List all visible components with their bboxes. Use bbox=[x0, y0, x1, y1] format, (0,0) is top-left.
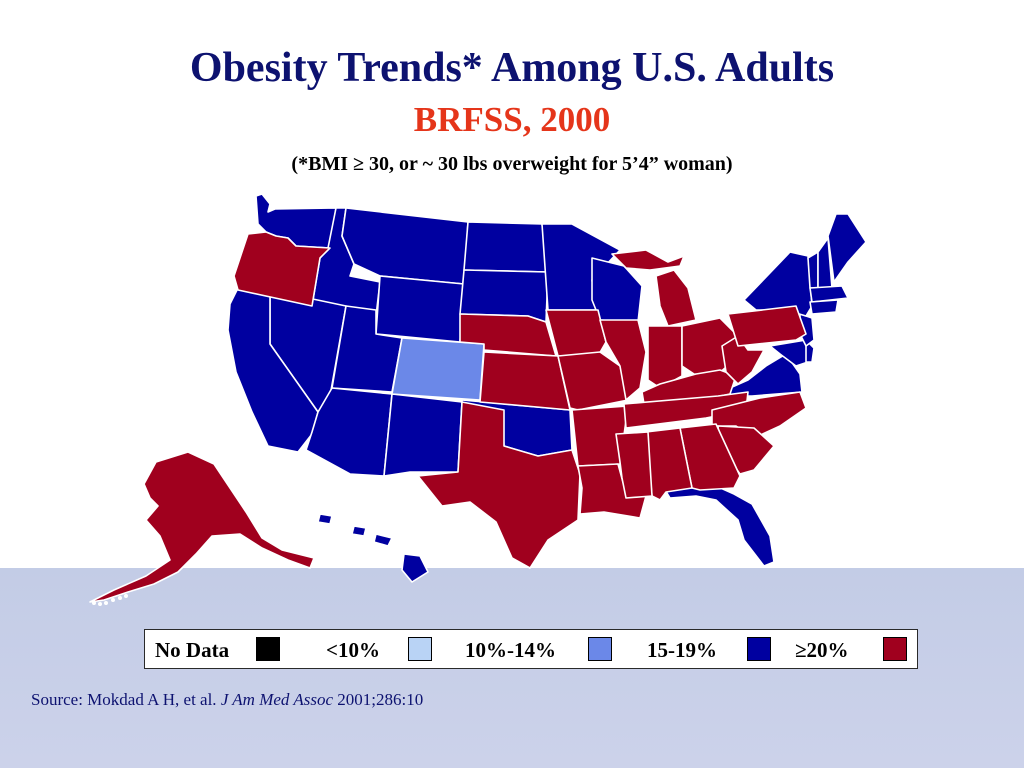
bmi-note: (*BMI ≥ 30, or ~ 30 lbs overweight for 5… bbox=[291, 153, 733, 175]
state-montana bbox=[341, 207, 469, 285]
state-connecticut-rhode-island bbox=[809, 299, 839, 315]
state-colorado bbox=[391, 337, 485, 401]
state-california bbox=[227, 287, 319, 453]
state-louisiana bbox=[577, 463, 647, 519]
state-hawaii-big-island bbox=[401, 553, 429, 583]
state-massachusetts bbox=[809, 285, 849, 303]
state-hawaii-oahu bbox=[351, 525, 367, 537]
state-new-york bbox=[743, 251, 813, 317]
state-oregon bbox=[233, 231, 331, 307]
state-vermont bbox=[807, 251, 819, 289]
state-maine bbox=[827, 213, 867, 283]
state-michigan-lower bbox=[655, 269, 697, 327]
legend-label-10-14: 10%-14% bbox=[465, 638, 556, 662]
legend: No Data <10% 10%-14% 15-19% ≥20% bbox=[144, 629, 918, 669]
state-new-mexico bbox=[383, 393, 463, 477]
state-iowa bbox=[545, 309, 607, 357]
source-prefix: Source: Mokdad A H, et al. bbox=[31, 690, 221, 709]
state-kansas bbox=[479, 351, 571, 411]
state-maryland bbox=[769, 339, 809, 367]
state-wyoming bbox=[375, 275, 465, 343]
state-north-dakota bbox=[463, 221, 549, 273]
legend-swatch-no-data bbox=[256, 637, 280, 661]
legend-label-under-10: <10% bbox=[326, 638, 380, 662]
page-title: Obesity Trends* Among U.S. Adults bbox=[189, 45, 835, 91]
state-mississippi bbox=[615, 431, 653, 499]
legend-swatch-15-19 bbox=[747, 637, 771, 661]
legend-swatch-20-plus bbox=[883, 637, 907, 661]
state-nebraska bbox=[459, 313, 557, 357]
state-florida bbox=[663, 485, 775, 567]
legend-label-20-plus: ≥20% bbox=[795, 638, 849, 662]
legend-label-no-data: No Data bbox=[155, 638, 230, 662]
state-hawaii-maui bbox=[373, 533, 393, 547]
state-pennsylvania bbox=[727, 305, 807, 347]
legend-swatch-10-14 bbox=[588, 637, 612, 661]
page-subtitle: BRFSS, 2000 bbox=[413, 100, 611, 139]
legend-label-15-19: 15-19% bbox=[647, 638, 717, 662]
state-illinois bbox=[599, 319, 647, 401]
state-texas bbox=[417, 401, 581, 569]
aleutian-islands bbox=[92, 594, 128, 606]
source-journal: J Am Med Assoc bbox=[220, 690, 334, 709]
state-missouri bbox=[557, 351, 629, 411]
source-citation: Source: Mokdad A H, et al. J Am Med Asso… bbox=[31, 688, 423, 712]
state-alaska bbox=[89, 451, 315, 603]
state-hawaii-kauai bbox=[317, 513, 333, 525]
source-suffix: 2001;286:10 bbox=[333, 690, 424, 709]
legend-swatch-under-10 bbox=[408, 637, 432, 661]
state-michigan-upper bbox=[611, 249, 685, 271]
